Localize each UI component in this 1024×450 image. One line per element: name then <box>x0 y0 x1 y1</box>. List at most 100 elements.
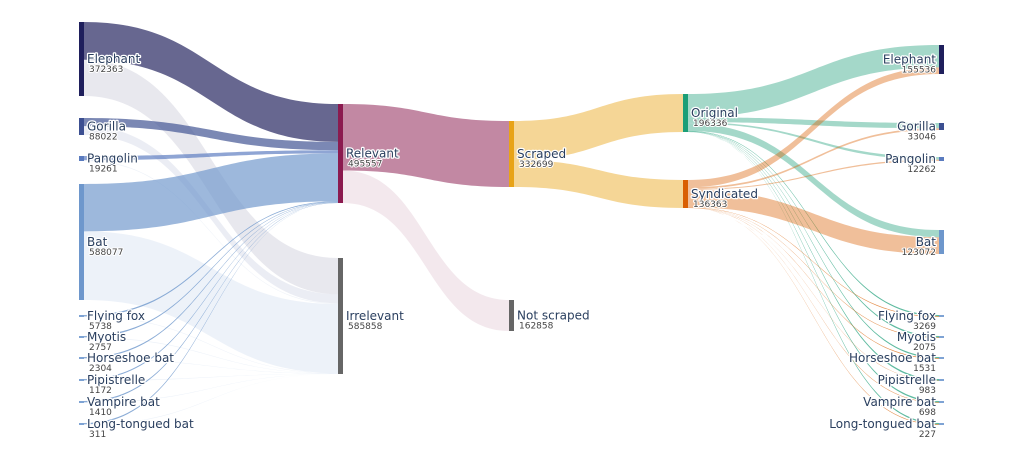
node-label-dst_myotis: Myotis <box>897 330 936 344</box>
node-label-relevant: Relevant <box>346 147 399 161</box>
node-value-src_elephant: 372363 <box>89 65 123 75</box>
link-original-to-dst_longtongue[interactable] <box>688 131 939 425</box>
node-dst_vampire[interactable] <box>939 401 944 403</box>
node-label-src_pangolin: Pangolin <box>87 152 138 166</box>
link-src_longtongue-to-relevant[interactable] <box>84 202 338 425</box>
link-src_horseshoe-to-relevant[interactable] <box>84 202 338 359</box>
sankey-links <box>84 22 939 425</box>
node-label-dst_flyingfox: Flying fox <box>878 309 936 323</box>
link-syndicated-to-dst_vampire[interactable] <box>688 207 939 403</box>
node-src_myotis[interactable] <box>79 336 84 338</box>
link-src_myotis-to-relevant[interactable] <box>84 201 338 338</box>
link-syndicated-to-dst_flyingfox[interactable] <box>688 207 939 317</box>
node-value-dst_elephant: 155536 <box>902 66 937 76</box>
node-label-dst_horseshoe: Horseshoe bat <box>849 351 936 365</box>
link-src_gorilla-to-relevant[interactable] <box>84 118 338 151</box>
link-original-to-dst_elephant[interactable] <box>688 45 939 118</box>
node-value-irrelevant: 585858 <box>348 322 383 332</box>
node-relevant[interactable] <box>338 104 343 203</box>
node-dst_elephant[interactable] <box>939 45 944 74</box>
node-value-dst_myotis: 2075 <box>913 343 936 353</box>
link-src_elephant-to-relevant[interactable] <box>84 22 338 142</box>
link-relevant-to-notscraped[interactable] <box>343 170 509 331</box>
link-syndicated-to-dst_pangolin[interactable] <box>688 159 939 190</box>
node-value-src_pangolin: 19261 <box>89 165 118 175</box>
link-original-to-dst_horseshoe[interactable] <box>688 131 939 359</box>
node-src_bat[interactable] <box>79 184 84 300</box>
link-syndicated-to-dst_horseshoe[interactable] <box>688 207 939 359</box>
sankey-labels: Elephant372363Gorilla88022Pangolin19261B… <box>86 51 938 441</box>
node-original[interactable] <box>683 94 688 132</box>
link-src_pipistrelle-to-relevant[interactable] <box>84 202 338 381</box>
node-dst_flyingfox[interactable] <box>939 315 944 317</box>
node-value-dst_flyingfox: 3269 <box>913 322 936 332</box>
node-value-src_myotis: 2757 <box>89 343 112 353</box>
link-src_vampire-to-irrelevant[interactable] <box>84 373 338 403</box>
link-src_pangolin-to-relevant[interactable] <box>84 150 338 161</box>
node-value-src_gorilla: 88022 <box>89 133 118 143</box>
node-value-src_pipistrelle: 1172 <box>89 386 112 396</box>
node-value-scraped: 332699 <box>519 160 554 170</box>
node-label-dst_longtongue: Long-tongued bat <box>829 417 936 431</box>
node-value-src_horseshoe: 2304 <box>89 364 112 374</box>
node-label-src_gorilla: Gorilla <box>87 120 126 134</box>
node-scraped[interactable] <box>509 121 514 187</box>
node-irrelevant[interactable] <box>338 258 343 374</box>
link-src_pipistrelle-to-irrelevant[interactable] <box>84 373 338 381</box>
link-src_myotis-to-irrelevant[interactable] <box>84 337 338 374</box>
link-relevant-to-scraped[interactable] <box>343 104 509 187</box>
node-value-src_vampire: 1410 <box>89 408 112 418</box>
node-label-src_bat: Bat <box>87 235 108 249</box>
link-src_flyingfox-to-irrelevant[interactable] <box>84 316 338 374</box>
node-dst_gorilla[interactable] <box>939 123 944 130</box>
node-value-dst_pangolin: 12262 <box>907 165 936 175</box>
node-src_vampire[interactable] <box>79 401 84 403</box>
link-original-to-dst_bat[interactable] <box>688 123 939 238</box>
node-src_horseshoe[interactable] <box>79 357 84 359</box>
link-original-to-dst_pangolin[interactable] <box>688 122 939 160</box>
node-label-src_horseshoe: Horseshoe bat <box>87 351 174 365</box>
node-dst_pipistrelle[interactable] <box>939 379 944 381</box>
link-syndicated-to-dst_bat[interactable] <box>688 189 939 254</box>
link-original-to-dst_flyingfox[interactable] <box>688 130 939 317</box>
link-scraped-to-original[interactable] <box>514 94 683 160</box>
node-syndicated[interactable] <box>683 180 688 208</box>
node-dst_longtongue[interactable] <box>939 423 944 425</box>
link-src_flyingfox-to-relevant[interactable] <box>84 201 338 317</box>
link-syndicated-to-dst_elephant[interactable] <box>688 67 939 188</box>
link-syndicated-to-dst_myotis[interactable] <box>688 207 939 338</box>
node-value-src_flyingfox: 5738 <box>89 322 112 332</box>
node-value-dst_pipistrelle: 983 <box>919 386 936 396</box>
node-src_flyingfox[interactable] <box>79 315 84 317</box>
link-syndicated-to-dst_pipistrelle[interactable] <box>688 207 939 381</box>
node-src_gorilla[interactable] <box>79 118 84 135</box>
link-src_bat-to-relevant[interactable] <box>84 153 338 232</box>
node-src_elephant[interactable] <box>79 22 84 96</box>
link-scraped-to-syndicated[interactable] <box>514 159 683 208</box>
link-original-to-dst_pipistrelle[interactable] <box>688 131 939 381</box>
link-original-to-dst_gorilla[interactable] <box>688 117 939 129</box>
node-notscraped[interactable] <box>509 300 514 331</box>
node-label-src_flyingfox: Flying fox <box>87 309 145 323</box>
node-dst_horseshoe[interactable] <box>939 357 944 359</box>
node-label-original: Original <box>691 106 738 120</box>
link-original-to-dst_myotis[interactable] <box>688 131 939 338</box>
link-src_longtongue-to-irrelevant[interactable] <box>84 373 338 425</box>
link-syndicated-to-dst_longtongue[interactable] <box>688 207 939 425</box>
node-dst_bat[interactable] <box>939 230 944 254</box>
node-value-syndicated: 136363 <box>693 200 727 210</box>
node-src_pipistrelle[interactable] <box>79 379 84 381</box>
node-label-dst_gorilla: Gorilla <box>897 120 936 134</box>
node-label-src_longtongue: Long-tongued bat <box>87 417 194 431</box>
node-value-original: 196336 <box>693 119 728 129</box>
node-value-dst_bat: 123072 <box>902 248 936 258</box>
link-src_pangolin-to-irrelevant[interactable] <box>84 160 338 304</box>
link-original-to-dst_vampire[interactable] <box>688 131 939 403</box>
link-src_horseshoe-to-irrelevant[interactable] <box>84 358 338 374</box>
node-src_pangolin[interactable] <box>79 156 84 161</box>
node-dst_pangolin[interactable] <box>939 157 944 161</box>
link-src_vampire-to-relevant[interactable] <box>84 202 338 403</box>
node-src_longtongue[interactable] <box>79 423 84 425</box>
node-dst_myotis[interactable] <box>939 336 944 338</box>
link-syndicated-to-dst_gorilla[interactable] <box>688 128 939 189</box>
